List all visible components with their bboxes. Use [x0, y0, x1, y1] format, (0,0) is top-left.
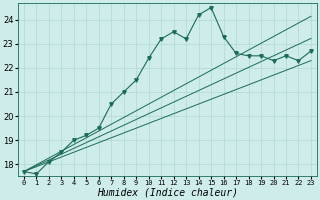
- X-axis label: Humidex (Indice chaleur): Humidex (Indice chaleur): [97, 187, 238, 197]
